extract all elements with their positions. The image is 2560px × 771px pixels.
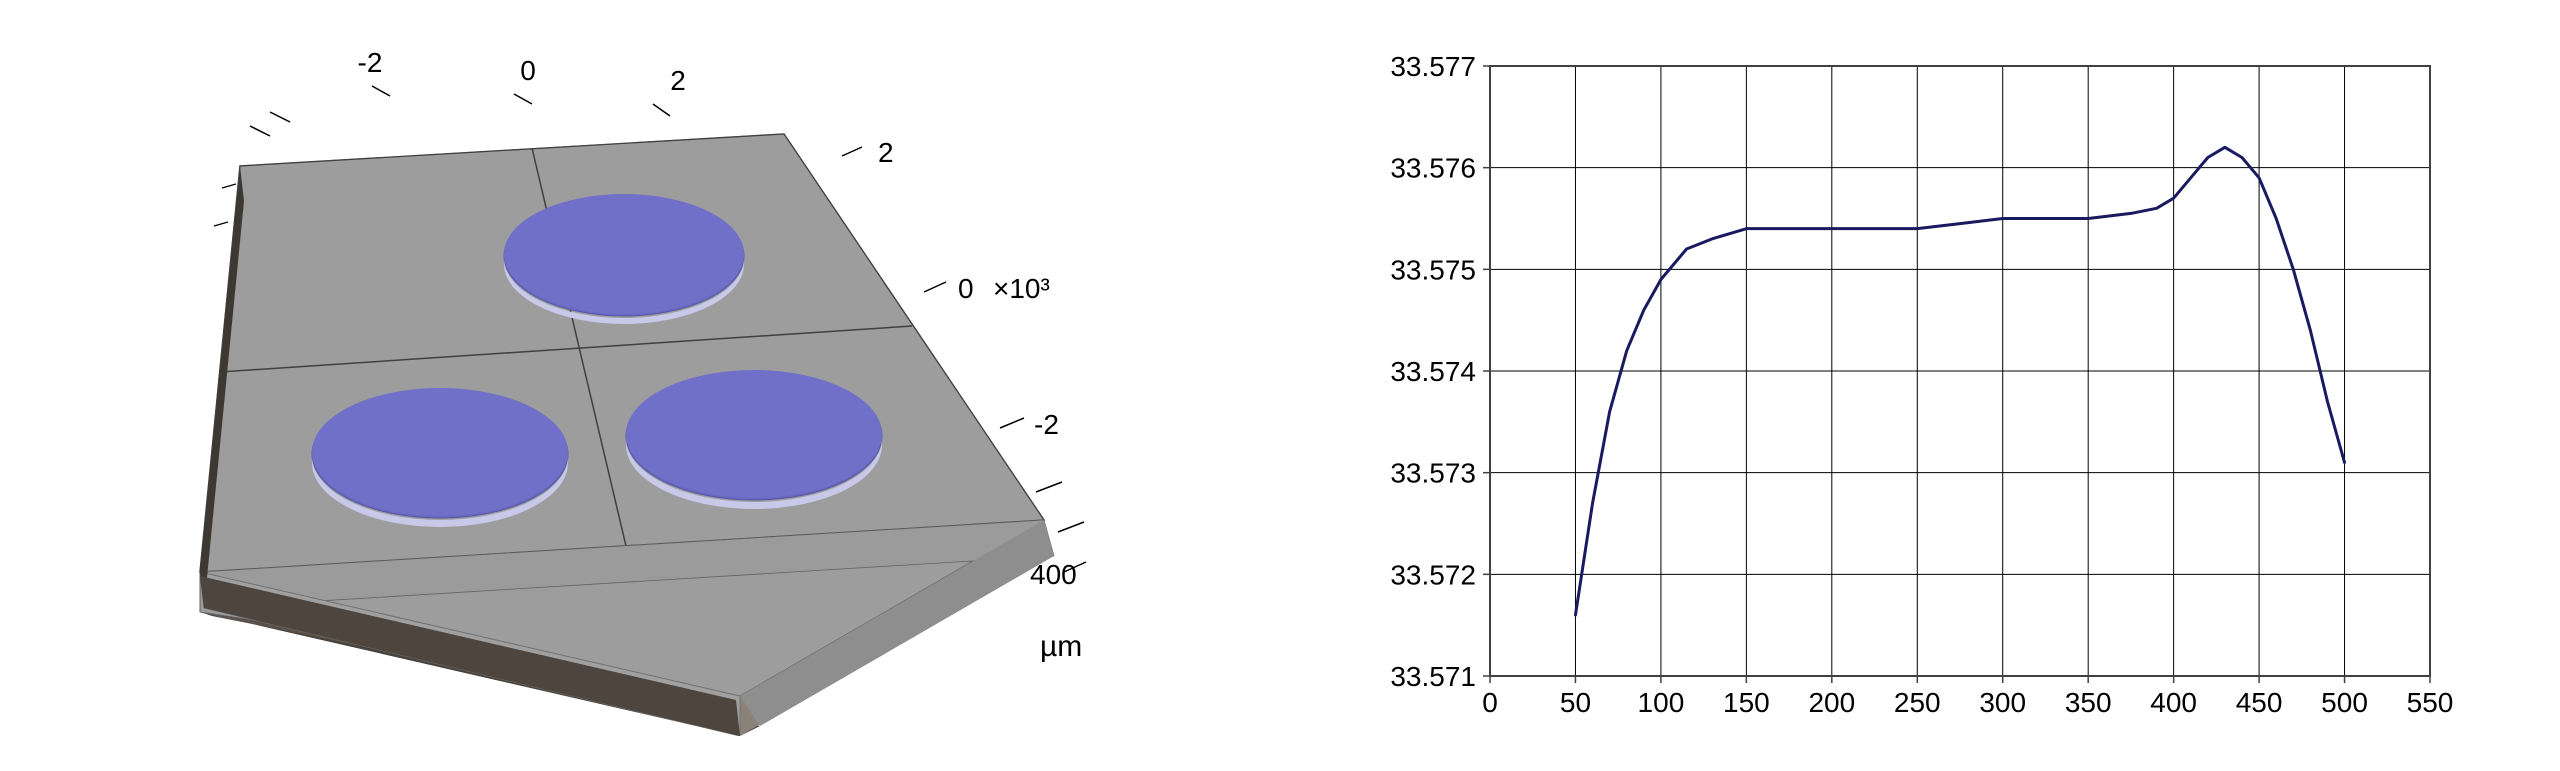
unit-label: µm (1040, 630, 1082, 663)
x-axis-top: -2 0 2 (250, 47, 686, 136)
x-tick-label: 100 (1638, 687, 1685, 718)
x-tick-2: 2 (670, 65, 686, 96)
y-tick-1: 0 (958, 273, 974, 304)
left-minor-ticks (214, 184, 236, 226)
y-tick-label: 33.571 (1390, 661, 1476, 692)
y-tick-label: 33.577 (1390, 51, 1476, 82)
left-3d-panel: -2 0 2 2 0 ×10³ -2 400 µm (160, 36, 1160, 736)
3d-rendering-svg: -2 0 2 2 0 ×10³ -2 400 µm (160, 36, 1160, 736)
x-tick-label: 450 (2236, 687, 2283, 718)
y-tick-label: 33.573 (1390, 457, 1476, 488)
y-tick-label: 33.575 (1390, 254, 1476, 285)
y-tick-label: 33.576 (1390, 152, 1476, 183)
y-tick-2: -2 (1034, 409, 1059, 440)
y-tick-0: 2 (878, 137, 894, 168)
x-tick-label: 550 (2407, 687, 2454, 718)
x-tick-0: -2 (358, 47, 383, 78)
x-tick-label: 150 (1723, 687, 1770, 718)
y-tick-label: 33.574 (1390, 356, 1476, 387)
x-tick-label: 400 (2150, 687, 2197, 718)
x-tick-label: 500 (2321, 687, 2368, 718)
line-chart-svg: 0 50 100 150 200 250 300 350 400 450 500 550 33.571 3… (1360, 36, 2460, 736)
x-tick-label: 0 (1482, 687, 1498, 718)
y-scale: ×10³ (993, 273, 1050, 304)
x-tick-label: 250 (1894, 687, 1941, 718)
x-tick-label: 200 (1808, 687, 1855, 718)
y-tick-label: 33.572 (1390, 559, 1476, 590)
right-chart-panel: 0 50 100 150 200 250 300 350 400 450 500 550 33.571 3… (1360, 36, 2460, 736)
x-tick-label: 50 (1560, 687, 1591, 718)
x-tick-1: 0 (520, 55, 536, 86)
x-tick-label: 300 (1979, 687, 2026, 718)
x-tick-label: 350 (2065, 687, 2112, 718)
